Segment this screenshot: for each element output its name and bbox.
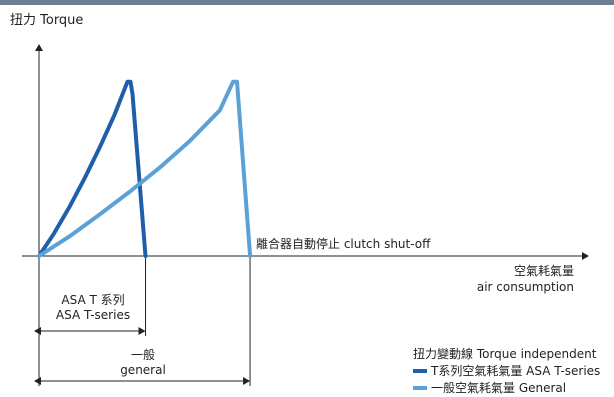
tseries-dimension-label-zh: ASA T 系列 bbox=[61, 293, 125, 307]
legend-label-general: 一般空氣耗氣量 General bbox=[431, 381, 567, 395]
general-dimension-label-en: general bbox=[120, 363, 166, 377]
y-axis-label: 扭力 Torque bbox=[10, 13, 84, 28]
legend-swatch-general bbox=[413, 386, 427, 390]
general-curve bbox=[37, 79, 253, 258]
legend-swatch-tseries bbox=[413, 369, 427, 373]
tseries-curve bbox=[37, 79, 148, 258]
legend-item-tseries: T系列空氣耗氣量 ASA T-series bbox=[413, 364, 600, 378]
clutch-shutoff-annotation: 離合器自動停止 clutch shut-off bbox=[256, 237, 431, 251]
x-axis-label-zh: 空氣耗氣量 bbox=[513, 264, 574, 278]
legend-label-tseries: T系列空氣耗氣量 ASA T-series bbox=[431, 364, 601, 378]
x-axis-label-en: air consumption bbox=[476, 280, 574, 294]
general-dimension-label-zh: 一般 bbox=[130, 348, 155, 362]
legend-title: 扭力變動線 Torque independent bbox=[413, 347, 597, 361]
tseries-dimension-label-en: ASA T-series bbox=[55, 308, 131, 322]
header-bar bbox=[0, 0, 614, 5]
legend-item-general: 一般空氣耗氣量 General bbox=[413, 381, 566, 395]
